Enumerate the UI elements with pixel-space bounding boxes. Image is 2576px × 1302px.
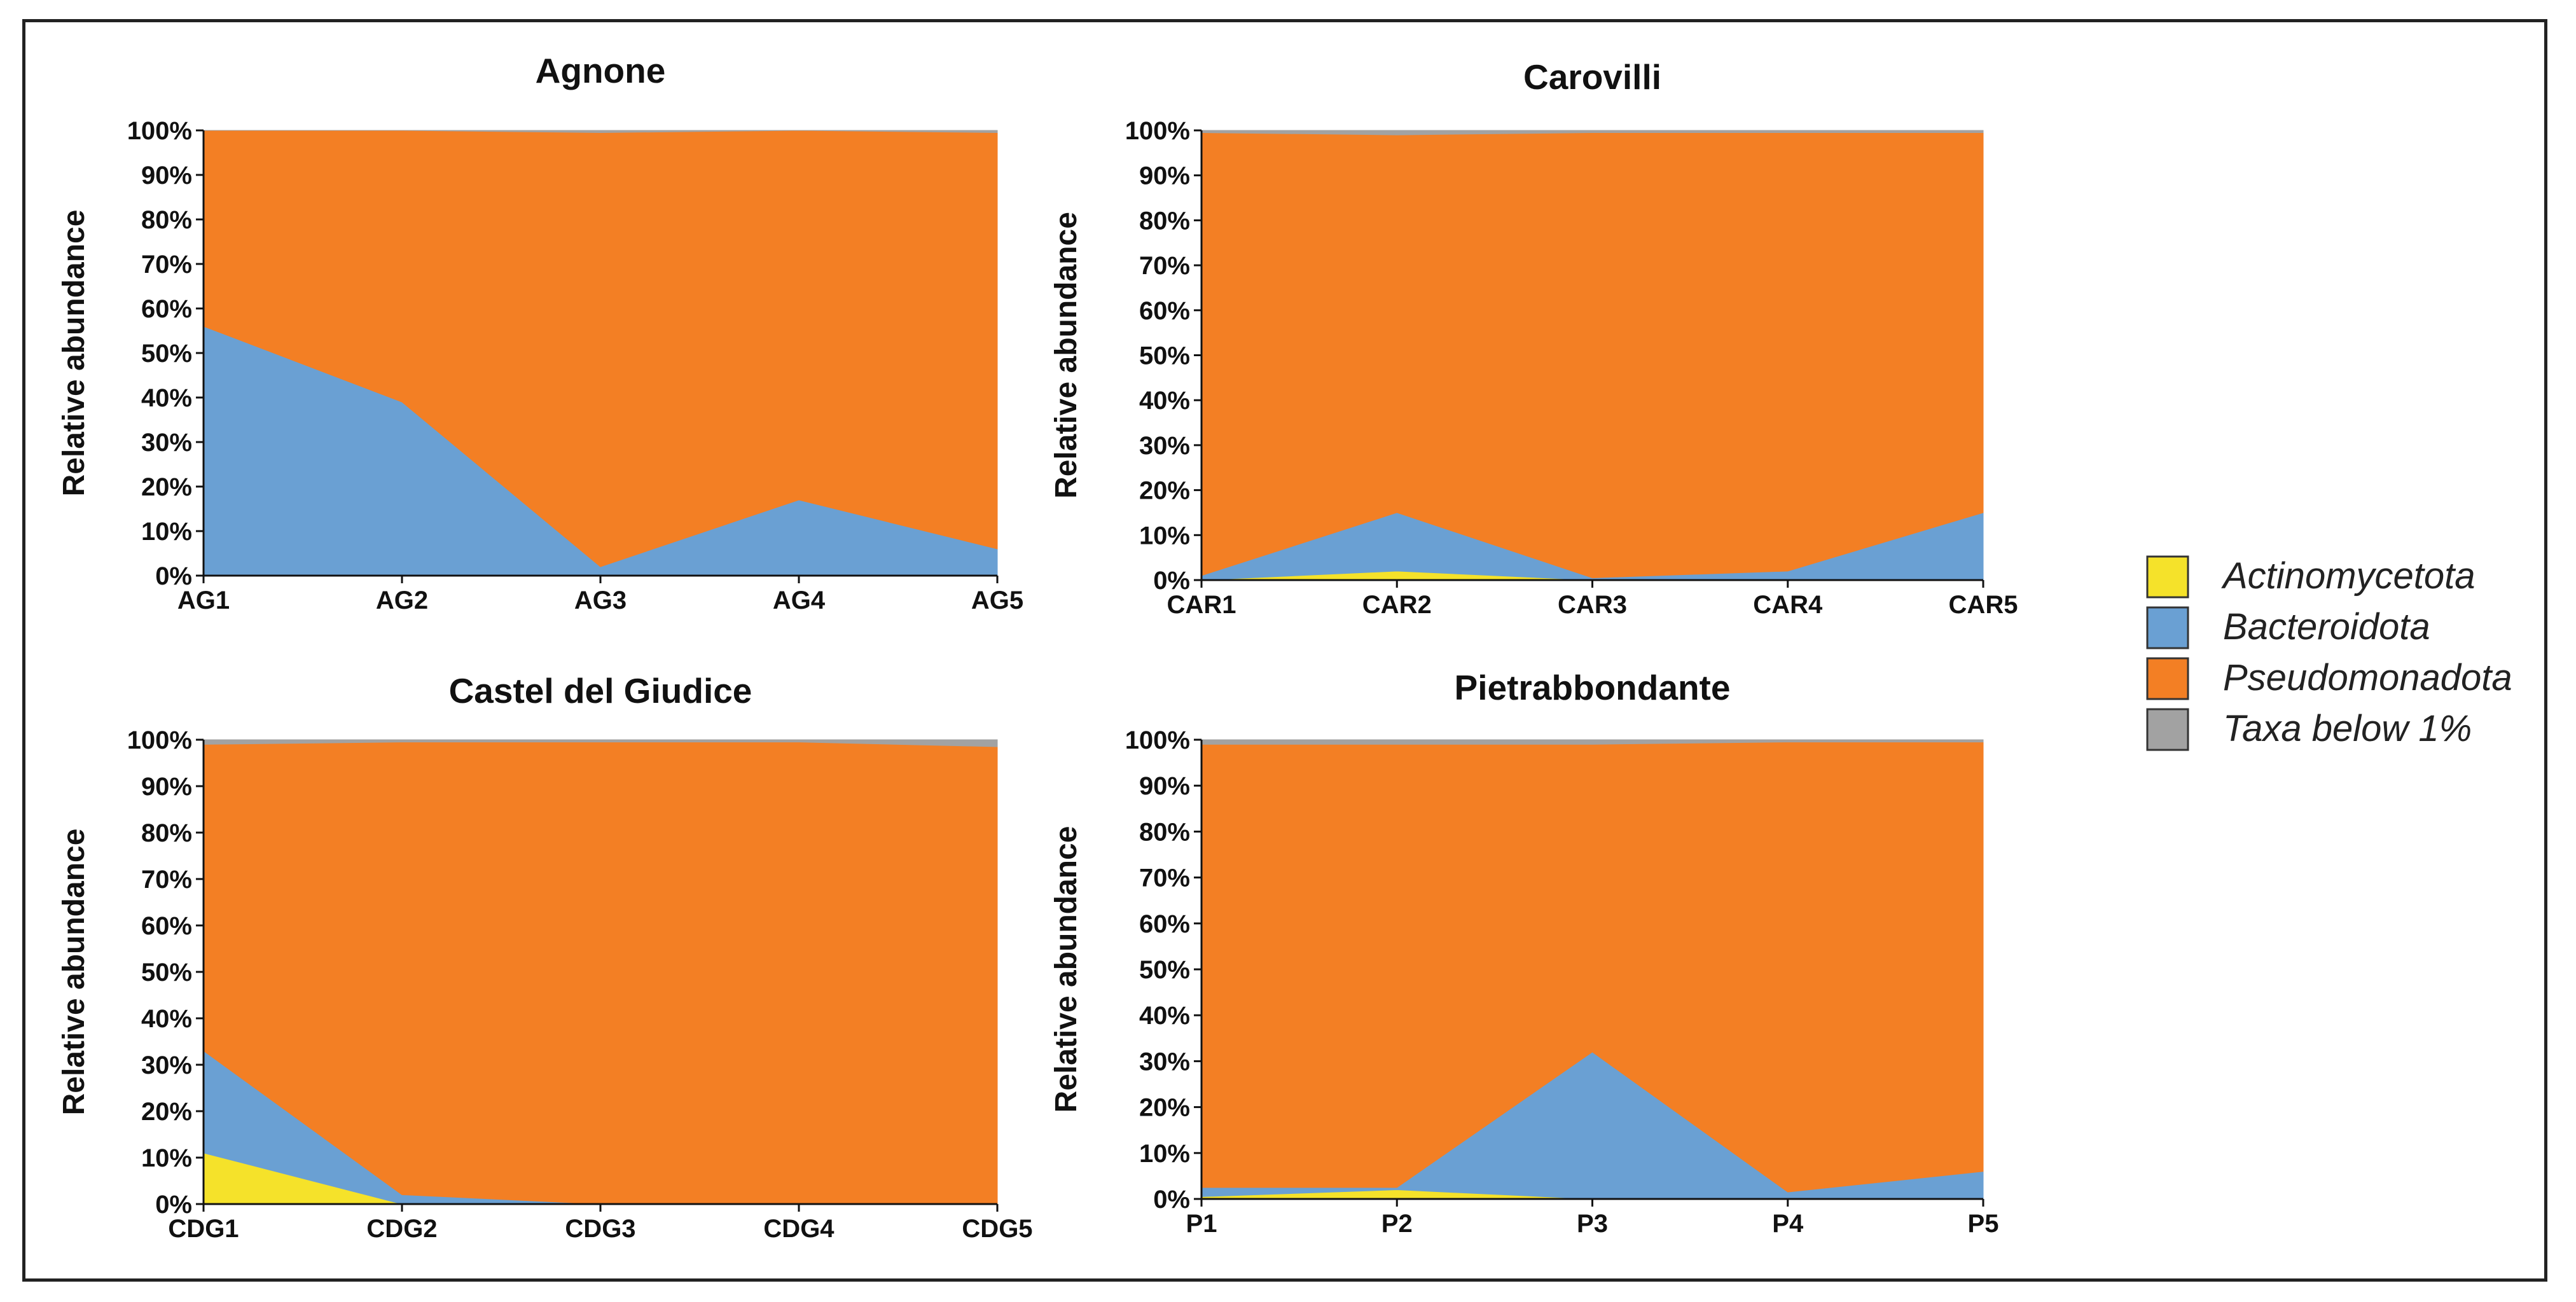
x-tick-label: CAR3 (1558, 591, 1627, 619)
y-tick-label: 80% (141, 819, 192, 847)
chart-agnone: 0% 10% 20% 30% 40% 50% 60% 70% 80% 90% 100% AG1 AG2 A… (57, 51, 1023, 614)
y-tick-label: 10% (141, 518, 192, 546)
area-taxa-below-1-agnone (204, 130, 998, 134)
y-tick-label: 70% (141, 251, 192, 279)
x-tick-label: AG4 (773, 586, 826, 614)
y-tick-label: 70% (141, 866, 192, 894)
area-taxa-below-1-pietrabbondante (1201, 739, 1984, 745)
y-tick-label: 0% (155, 562, 192, 590)
x-tick-label: AG3 (574, 586, 627, 614)
y-tick-label: 50% (141, 959, 192, 987)
x-tick-label: P4 (1772, 1210, 1804, 1238)
x-tick-label: CDG4 (763, 1215, 834, 1243)
y-tick-label: 20% (141, 473, 192, 501)
y-tick-label: 10% (1139, 522, 1190, 550)
y-tick-label: 90% (1139, 772, 1190, 800)
area-pseudomonadota-carovilli (1201, 132, 1984, 578)
legend-label: Taxa below 1% (2223, 708, 2472, 749)
x-tick-label: P5 (1968, 1210, 1999, 1238)
y-tick-label: 80% (1139, 818, 1190, 846)
x-tick-label: P1 (1186, 1210, 1217, 1238)
y-tick-label: 40% (141, 1005, 192, 1033)
y-tick-label: 100% (1125, 117, 1190, 145)
y-tick-label: 60% (141, 912, 192, 940)
legend-swatch (2146, 657, 2189, 700)
y-axis-label: Relative abundance (57, 210, 91, 497)
y-tick-label: 0% (1153, 567, 1190, 595)
y-tick-label: 50% (1139, 956, 1190, 984)
y-tick-label: 20% (141, 1098, 192, 1126)
y-axis-label: Relative abundance (1049, 212, 1083, 499)
area-taxa-below-1-carovilli (1201, 130, 1984, 135)
x-tick-label: CDG2 (366, 1215, 437, 1243)
y-tick-label: 90% (141, 162, 192, 190)
chart-title: Castel del Giudice (449, 671, 752, 710)
y-axis-label: Relative abundance (1049, 826, 1083, 1113)
legend-item-taxa-below-1: Taxa below 1% (2146, 708, 2472, 751)
y-tick-label: 0% (155, 1191, 192, 1219)
y-tick-label: 100% (127, 726, 192, 754)
y-tick-label: 50% (141, 340, 192, 368)
legend: Actinomycetota Bacteroidota Pseudomonadota… (2146, 555, 2512, 751)
chart-title: Agnone (536, 51, 666, 90)
x-tick-label: AG1 (177, 586, 230, 614)
y-tick-label: 10% (141, 1144, 192, 1172)
legend-swatch (2146, 708, 2189, 751)
y-tick-label: 30% (1139, 1048, 1190, 1076)
legend-label: Bacteroidota (2223, 606, 2430, 648)
x-tick-label: P3 (1577, 1210, 1608, 1238)
area-taxa-below-1-castel-del-giudice (203, 739, 998, 747)
figure-frame (22, 19, 2547, 1282)
chart-castel-del-giudice: 0% 10% 20% 30% 40% 50% 60% 70% 80% 90% 100% CDG1 CDG… (57, 671, 1033, 1243)
chart-title: Carovilli (1523, 57, 1661, 97)
chart-pietrabbondante: 0% 10% 20% 30% 40% 50% 60% 70% 80% 90% 100% P1 P2 P3 P… (1049, 668, 1998, 1238)
y-tick-label: 10% (1139, 1140, 1190, 1168)
legend-item-bacteroidota: Bacteroidota (2146, 606, 2430, 649)
y-tick-label: 90% (1139, 162, 1190, 190)
x-tick-label: CAR5 (1949, 591, 2018, 619)
legend-swatch (2146, 606, 2189, 649)
y-tick-label: 20% (1139, 477, 1190, 505)
x-tick-label: P2 (1381, 1210, 1413, 1238)
chart-carovilli: 0% 10% 20% 30% 40% 50% 60% 70% 80% 90% 100% CAR1 CAR… (1049, 57, 2018, 619)
y-tick-label: 30% (141, 429, 192, 457)
y-tick-label: 40% (1139, 387, 1190, 415)
legend-label: Actinomycetota (2221, 555, 2476, 597)
legend-item-pseudomonadota: Pseudomonadota (2146, 657, 2512, 700)
y-tick-label: 60% (1139, 910, 1190, 938)
y-tick-label: 60% (1139, 297, 1190, 325)
x-tick-label: CDG3 (565, 1215, 635, 1243)
y-tick-label: 80% (1139, 207, 1190, 235)
y-tick-label: 0% (1153, 1186, 1190, 1214)
x-tick-label: CAR1 (1167, 591, 1236, 619)
y-tick-label: 100% (127, 117, 192, 145)
y-tick-label: 70% (1139, 252, 1190, 280)
y-tick-label: 70% (1139, 864, 1190, 892)
x-tick-label: CDG5 (962, 1215, 1032, 1243)
x-tick-label: CDG1 (168, 1215, 239, 1243)
y-tick-label: 50% (1139, 342, 1190, 370)
y-tick-label: 40% (141, 384, 192, 412)
legend-item-actinomycetota: Actinomycetota (2146, 555, 2476, 599)
y-tick-label: 40% (1139, 1002, 1190, 1030)
charts-group: 0% 10% 20% 30% 40% 50% 60% 70% 80% 90% 100% AG1 AG2 A… (57, 51, 2018, 1243)
chart-title: Pietrabbondante (1455, 668, 1731, 707)
y-tick-label: 30% (141, 1051, 192, 1079)
y-tick-label: 80% (141, 206, 192, 234)
legend-swatch (2146, 555, 2189, 599)
y-tick-label: 60% (141, 295, 192, 323)
x-tick-label: CAR4 (1753, 591, 1823, 619)
y-tick-label: 90% (141, 773, 192, 801)
legend-label: Pseudomonadota (2223, 657, 2512, 698)
x-tick-label: AG5 (971, 586, 1023, 614)
x-tick-label: CAR2 (1362, 591, 1432, 619)
x-tick-label: AG2 (376, 586, 428, 614)
y-tick-label: 100% (1125, 726, 1190, 754)
y-tick-label: 30% (1139, 432, 1190, 460)
area-pseudomonadota-castel-del-giudice (203, 742, 998, 1205)
y-axis-label: Relative abundance (57, 829, 91, 1116)
y-tick-label: 20% (1139, 1094, 1190, 1122)
